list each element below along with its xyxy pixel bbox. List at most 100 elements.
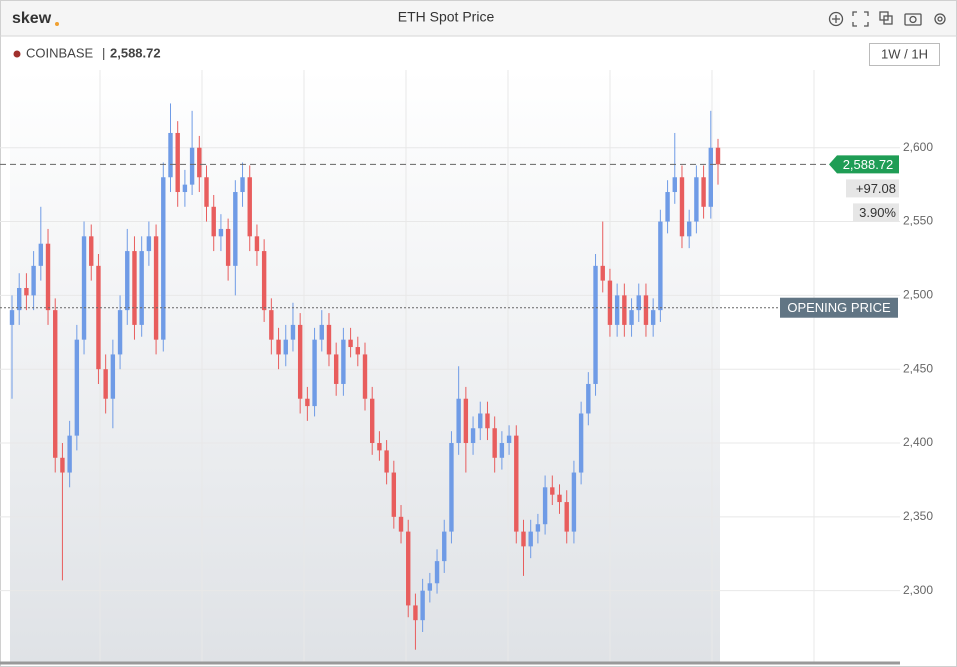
- candle-body: [622, 295, 627, 325]
- vertical-grid: [99, 70, 815, 663]
- change-box: [846, 179, 899, 198]
- candle-body: [571, 472, 577, 532]
- opening-price-label: OPENING PRICE: [787, 300, 891, 315]
- candle-body: [586, 383, 591, 414]
- y-tick-label: 2,500: [903, 288, 933, 302]
- candle-body: [398, 516, 404, 532]
- price-box: [829, 155, 899, 174]
- candle-body: [456, 398, 461, 444]
- candle-body: [449, 443, 454, 532]
- candle-body: [679, 177, 685, 237]
- candle-body: [550, 487, 555, 495]
- change-pct-label: 3.90%: [859, 205, 896, 220]
- y-tick-label: 2,400: [903, 435, 933, 449]
- candle-body: [420, 590, 425, 621]
- candle-body: [406, 531, 411, 606]
- candle-body: [17, 287, 22, 311]
- candle-body: [384, 450, 389, 473]
- candle-body: [132, 251, 137, 325]
- zoom-icon[interactable]: [828, 11, 844, 27]
- candle-body: [629, 310, 634, 325]
- candle-body: [218, 228, 224, 237]
- candle-body: [492, 428, 497, 458]
- candle-body: [370, 398, 375, 444]
- candle-body: [247, 177, 252, 237]
- y-tick-label: 2,300: [903, 583, 933, 597]
- candle-body: [225, 228, 231, 266]
- header-bar: [1, 1, 956, 36]
- candle-body: [650, 310, 656, 325]
- candle-body: [31, 265, 36, 296]
- camera-icon[interactable]: [904, 13, 922, 26]
- candle-body: [434, 561, 440, 584]
- candle-body: [103, 369, 108, 399]
- candle-body: [593, 265, 598, 384]
- candle-body: [74, 339, 80, 436]
- candle-body: [362, 354, 368, 399]
- candle-body: [557, 494, 562, 503]
- candle-body: [269, 310, 274, 340]
- y-tick-label: 2,350: [903, 509, 933, 523]
- candle-body: [305, 398, 310, 407]
- candle-body: [290, 324, 296, 340]
- candle-body: [715, 147, 721, 165]
- candle-body: [312, 339, 317, 407]
- candle-body: [189, 147, 195, 185]
- candle-body: [45, 243, 51, 311]
- candle-body: [146, 236, 152, 252]
- candle-body: [60, 457, 65, 473]
- candle-body: [81, 236, 87, 340]
- candle-body: [701, 177, 706, 207]
- source: COINBASE: [26, 45, 94, 60]
- candle-body: [643, 295, 649, 325]
- chart-title: ETH Spot Price: [398, 9, 495, 25]
- candle-body: [600, 265, 605, 281]
- candle-body: [182, 184, 188, 193]
- candle-body: [341, 339, 346, 384]
- candle-body: [636, 295, 641, 311]
- candle-body: [442, 531, 447, 562]
- toolbar[interactable]: [828, 11, 946, 27]
- candle-body: [161, 177, 166, 340]
- fullscreen-icon[interactable]: [852, 11, 869, 27]
- candle-body: [326, 324, 332, 355]
- candle-body: [197, 147, 202, 178]
- candle-body: [506, 435, 512, 444]
- y-tick-label: 2,600: [903, 140, 933, 154]
- price-label: 2,588.72: [843, 157, 894, 172]
- candle-body: [686, 221, 692, 237]
- candle-body: [254, 236, 260, 252]
- candle-body: [708, 147, 713, 207]
- candle-body: [470, 428, 476, 444]
- candle-body: [125, 251, 130, 311]
- interval-button[interactable]: [869, 43, 940, 66]
- candle-body: [89, 236, 94, 266]
- candle-body: [38, 243, 44, 266]
- candle-body: [694, 177, 699, 222]
- candle-body: [53, 310, 58, 458]
- last-price: 2,588.72: [110, 45, 161, 60]
- candle-body: [139, 251, 144, 325]
- candle-body: [297, 324, 303, 399]
- y-tick-label: 2,550: [903, 214, 933, 228]
- candle-body: [578, 413, 584, 473]
- candle-body: [521, 531, 526, 547]
- plot: 2,300 2,350 2,400 2,450 2,500 2,550 2,600 OPENI…: [0, 103, 933, 650]
- change-label: +97.08: [856, 181, 896, 196]
- candle-body: [535, 524, 541, 532]
- opening-price-box: [780, 297, 898, 318]
- candle-body: [261, 251, 267, 311]
- source-dot: [13, 50, 21, 58]
- candle-body: [204, 177, 209, 207]
- interval-label[interactable]: 1W / 1H: [881, 46, 928, 61]
- candle-body: [233, 192, 238, 266]
- candle-body: [658, 221, 663, 311]
- candle-body: [168, 132, 173, 178]
- candle-body: [355, 347, 360, 355]
- candle-body: [478, 413, 483, 429]
- candle-body: [348, 339, 353, 348]
- candle-body: [24, 287, 29, 296]
- candle-body: [67, 435, 72, 473]
- settings-icon[interactable]: [934, 13, 946, 25]
